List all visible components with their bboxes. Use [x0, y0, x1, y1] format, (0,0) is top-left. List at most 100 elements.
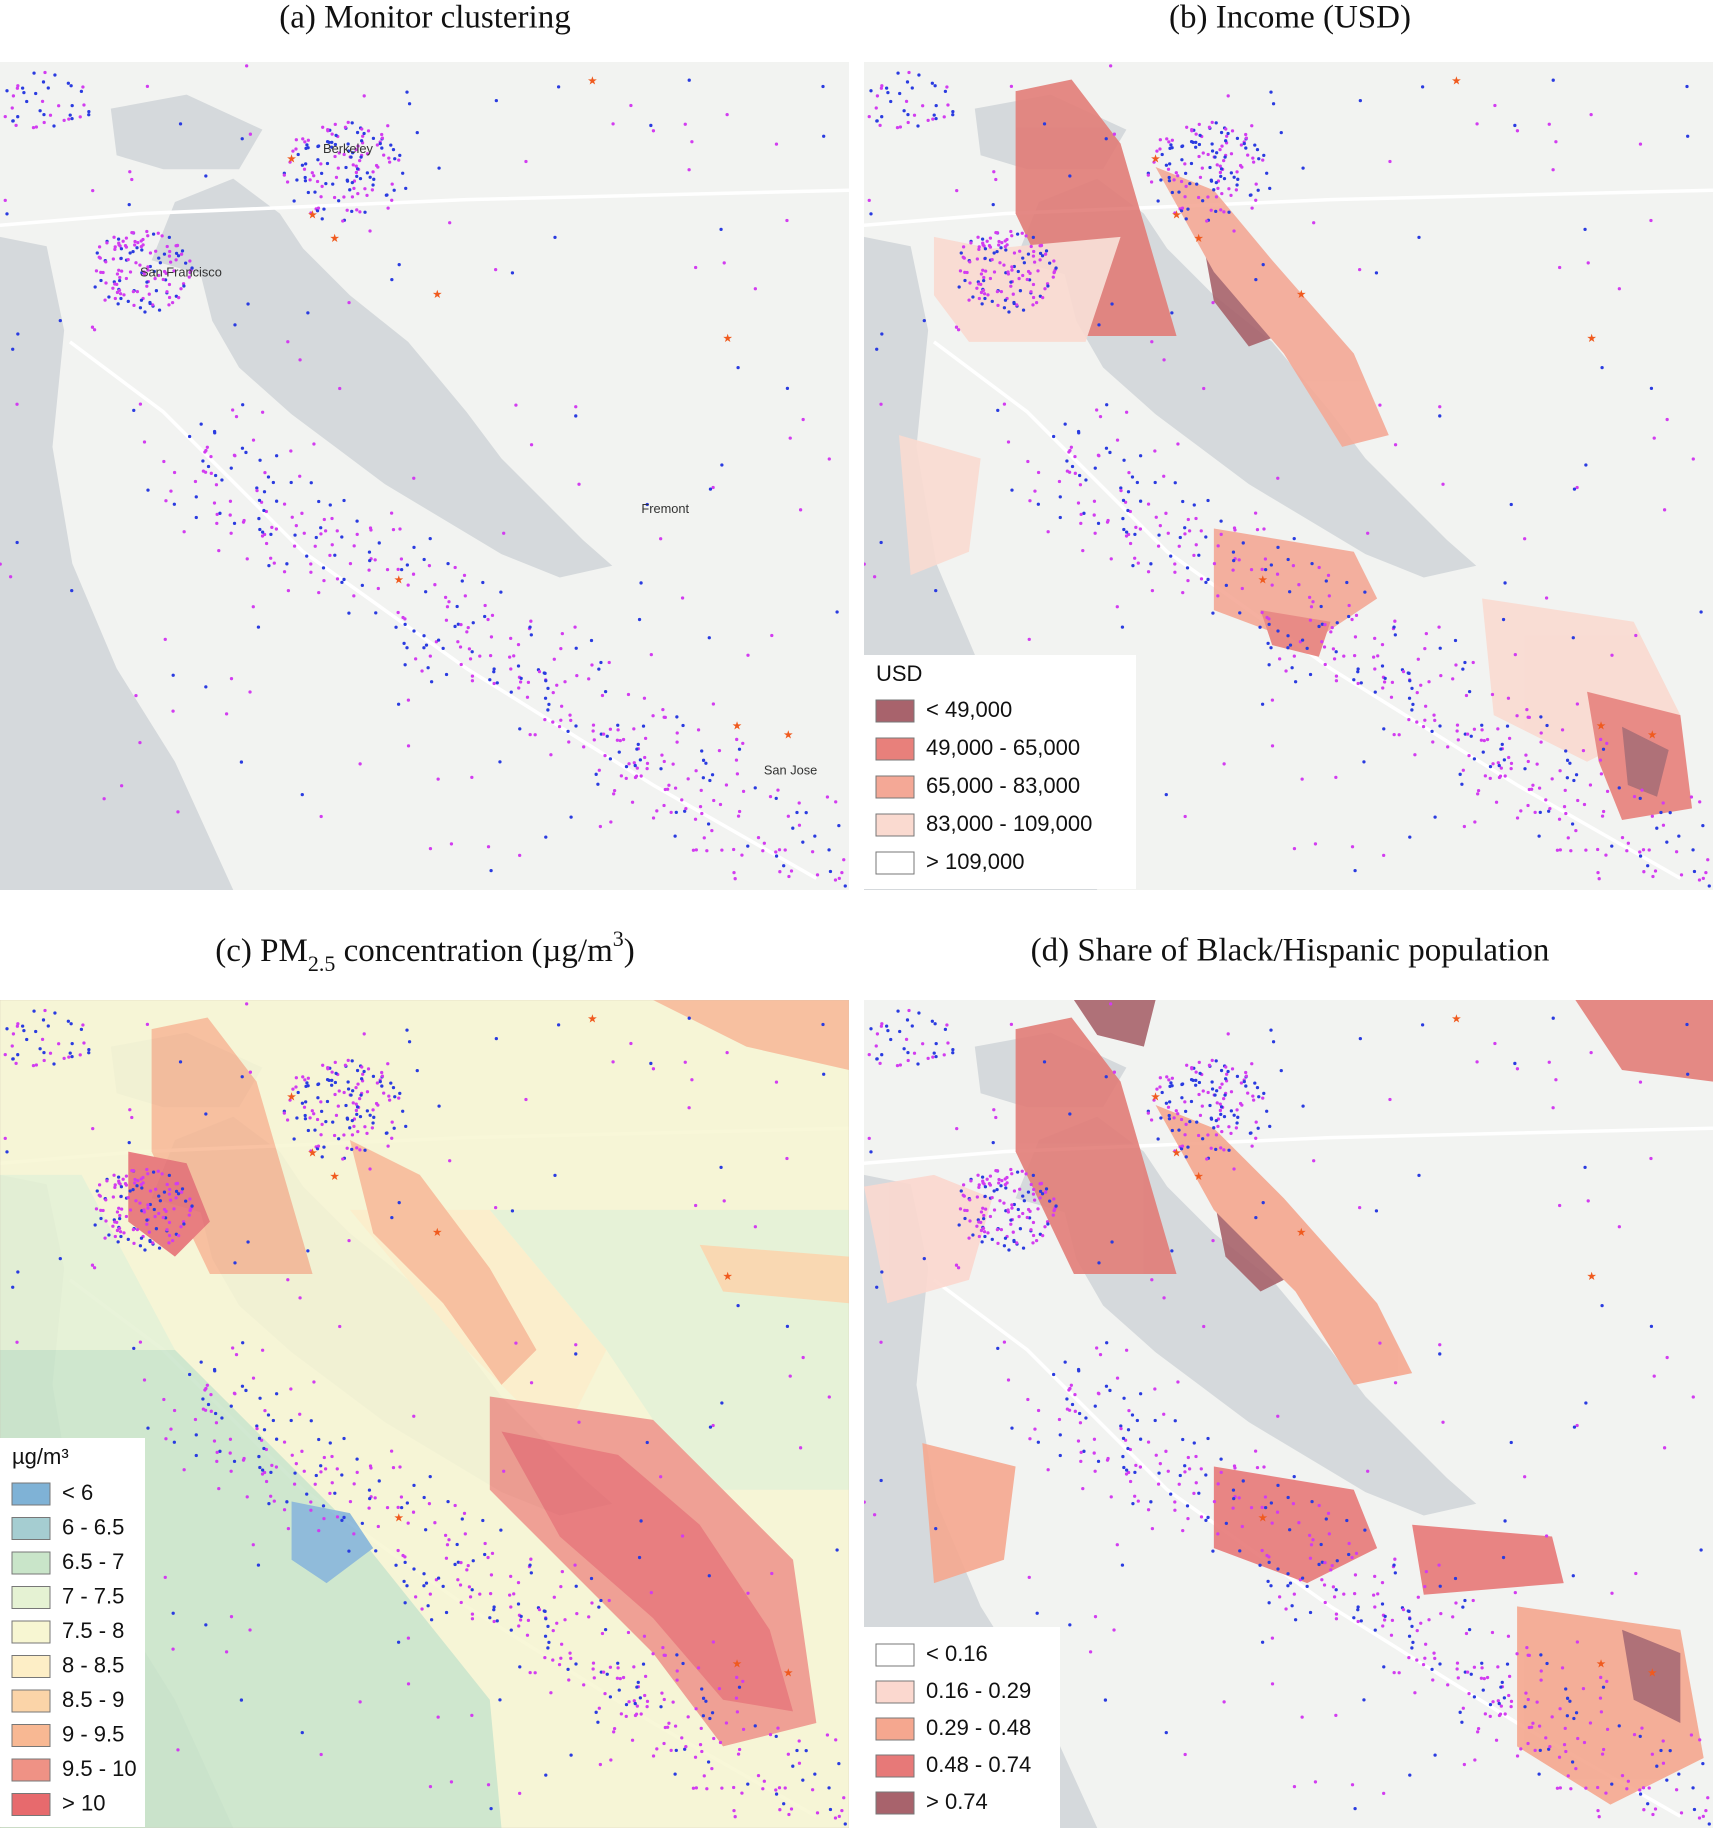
monitor-dot	[1698, 897, 1701, 900]
monitor-dot	[99, 1216, 103, 1221]
monitor-dot	[300, 163, 305, 167]
monitor-dot	[1210, 120, 1214, 125]
monitor-dot	[269, 532, 273, 537]
monitor-dot	[1173, 1149, 1177, 1153]
monitor-dot	[79, 1027, 84, 1032]
monitor-dot	[801, 417, 805, 422]
monitor-dot	[1046, 1222, 1050, 1226]
monitor-dot	[1438, 1584, 1442, 1588]
monitor-dot	[1183, 814, 1187, 819]
monitor-dot	[322, 1516, 326, 1521]
monitor-dot	[292, 1137, 296, 1141]
monitor-dot	[148, 1202, 152, 1207]
monitor-dot	[187, 1213, 191, 1217]
monitor-dot	[1634, 1571, 1638, 1576]
monitor-dot	[587, 677, 591, 681]
monitor-dot	[1154, 1453, 1158, 1457]
monitor-dot	[1227, 1125, 1231, 1129]
monitor-dot	[1003, 244, 1007, 249]
monitor-dot	[1242, 142, 1246, 146]
monitor-dot	[231, 408, 235, 412]
monitor-dot	[1497, 1713, 1502, 1718]
monitor-dot	[1539, 1653, 1543, 1657]
monitor-dot	[1007, 310, 1011, 314]
monitor-dot	[833, 878, 838, 882]
monitor-dot	[391, 1466, 396, 1470]
monitor-dot	[1625, 1787, 1629, 1791]
monitor-dot	[544, 835, 548, 839]
monitor-dot	[380, 132, 384, 137]
monitor-dot	[1158, 1085, 1162, 1089]
monitor-dot	[549, 753, 553, 757]
monitor-dot	[1410, 686, 1414, 690]
monitor-dot	[1158, 1076, 1162, 1080]
monitor-dot	[1499, 766, 1503, 770]
monitor-dot	[5, 89, 9, 93]
monitor-dot	[1240, 1103, 1244, 1107]
monitor-dot	[462, 573, 467, 577]
monitor-dot	[365, 1109, 369, 1113]
monitor-dot	[1267, 622, 1271, 626]
monitor-dot	[1034, 300, 1039, 305]
monitor-dot	[343, 1063, 348, 1067]
monitor-dot	[206, 464, 211, 469]
monitor-dot	[662, 803, 666, 808]
monitor-dot	[1324, 1517, 1328, 1521]
monitor-dot	[330, 1070, 334, 1074]
monitor-dot	[486, 617, 490, 622]
monitor-dot	[1652, 1374, 1656, 1378]
monitor-dot	[105, 241, 109, 245]
monitor-dot	[553, 235, 557, 240]
monitor-dot	[1390, 680, 1395, 685]
monitor-dot	[345, 208, 349, 212]
monitor-dot	[1527, 1653, 1531, 1658]
monitor-dot	[111, 286, 115, 290]
monitor-dot	[555, 1621, 559, 1625]
monitor-dot	[118, 1213, 122, 1218]
monitor-dot	[124, 236, 129, 240]
monitor-dot	[906, 112, 910, 117]
monitor-dot	[179, 1225, 183, 1229]
monitors	[0, 64, 847, 888]
monitor-dot	[954, 1263, 959, 1267]
monitor-dot	[905, 80, 910, 84]
monitor-dot	[1185, 1504, 1190, 1508]
monitor-dot	[282, 502, 287, 506]
monitor-dot	[663, 787, 667, 792]
monitor-dot	[624, 1714, 628, 1719]
monitor-dot	[305, 1492, 309, 1496]
monitor-dot	[1262, 527, 1266, 531]
monitor-dot	[1276, 1567, 1280, 1571]
monitor-dot	[1032, 1198, 1037, 1202]
monitor-dot	[551, 1629, 555, 1633]
monitor-dot	[543, 717, 547, 722]
monitor-dot	[1461, 768, 1465, 772]
monitor-dot	[1276, 1483, 1280, 1488]
monitor-dot	[1382, 1618, 1387, 1622]
monitor-dot	[1356, 670, 1360, 674]
monitor-dot	[1334, 679, 1339, 683]
monitor-dot	[1016, 1207, 1020, 1212]
monitor-dot	[1286, 1584, 1290, 1588]
monitor-dot	[1105, 403, 1109, 407]
monitor-dot	[321, 1063, 325, 1067]
monitor-dot	[519, 676, 523, 680]
monitor-dot	[1266, 1579, 1270, 1583]
monitor-dot	[1006, 1378, 1011, 1382]
monitor-dot	[1201, 1137, 1205, 1141]
monitor-dot	[985, 239, 989, 243]
monitor-dot	[1509, 502, 1513, 507]
monitor-dot	[131, 1187, 135, 1192]
monitor-dot	[117, 1226, 122, 1230]
monitor-dot	[1646, 1802, 1650, 1806]
monitor-dot	[599, 732, 603, 736]
monitor-dot	[1674, 850, 1679, 854]
monitor-dot	[305, 143, 309, 147]
monitor-dot	[1197, 154, 1201, 159]
monitor-dot	[1172, 1116, 1176, 1120]
monitor-dot	[304, 162, 308, 166]
monitor-dot	[684, 1744, 688, 1749]
monitor-dot	[292, 199, 296, 203]
monitor-dot	[294, 147, 298, 151]
monitor-dot	[1157, 533, 1161, 537]
